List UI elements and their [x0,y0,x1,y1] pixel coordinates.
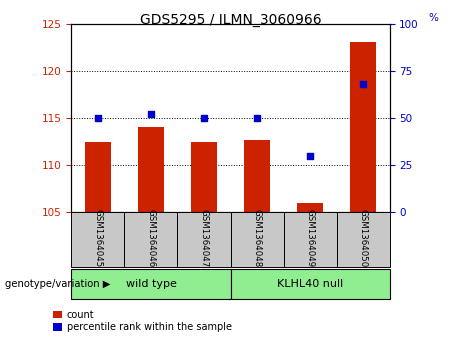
Bar [138,127,164,212]
Point [359,81,366,87]
Bar [230,269,390,299]
Text: GSM1364049: GSM1364049 [306,209,314,268]
Text: wild type: wild type [125,279,177,289]
Bar [191,142,217,212]
Bar [71,212,124,267]
Text: GDS5295 / ILMN_3060966: GDS5295 / ILMN_3060966 [140,13,321,27]
Bar [297,203,323,212]
Text: GSM1364046: GSM1364046 [147,209,155,268]
Point [200,115,207,121]
Bar [177,212,230,267]
Text: %: % [428,13,438,23]
Bar [337,212,390,267]
Point [94,115,101,121]
Bar [350,42,376,212]
Point [148,111,155,117]
Bar [244,140,270,212]
Point [306,153,313,159]
Text: GSM1364048: GSM1364048 [253,209,261,268]
Bar [284,212,337,267]
Bar [124,212,177,267]
Bar [85,142,111,212]
Bar [230,212,284,267]
Legend: count, percentile rank within the sample: count, percentile rank within the sample [53,310,232,332]
Text: GSM1364050: GSM1364050 [359,209,367,268]
Text: KLHL40 null: KLHL40 null [277,279,343,289]
Point [254,115,261,121]
Bar [71,269,230,299]
Text: GSM1364045: GSM1364045 [94,209,102,268]
Text: GSM1364047: GSM1364047 [200,209,208,268]
Text: genotype/variation ▶: genotype/variation ▶ [5,279,110,289]
